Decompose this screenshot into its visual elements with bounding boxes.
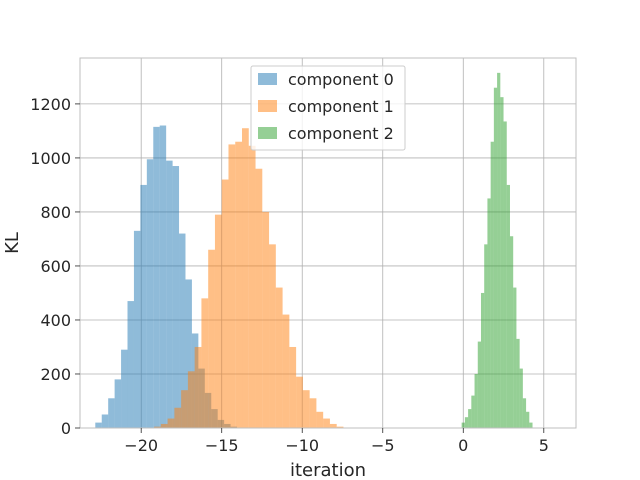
histogram-bar — [309, 398, 317, 428]
histogram-bar — [519, 368, 523, 428]
histogram-bar — [153, 126, 160, 428]
histogram-bar — [500, 97, 504, 428]
x-tick-label: −10 — [285, 436, 319, 455]
histogram-bar — [159, 125, 167, 428]
histogram-bar — [140, 184, 147, 428]
histogram-bar — [513, 287, 517, 428]
histogram-bar — [133, 230, 141, 428]
legend-frame — [250, 65, 406, 151]
series-component-2 — [461, 72, 533, 429]
histogram-bar — [262, 211, 270, 428]
histogram-bar — [235, 141, 243, 428]
histogram-bar — [509, 236, 514, 428]
histogram-bar — [194, 346, 202, 428]
y-tick-label: 800 — [40, 203, 71, 222]
histogram-bar — [95, 422, 102, 428]
y-tick-label: 600 — [40, 257, 71, 276]
histogram-bar — [108, 398, 115, 428]
histogram-bar — [214, 214, 222, 428]
x-tick-label: −15 — [205, 436, 239, 455]
y-tick-label: 0 — [61, 419, 71, 438]
histogram-bar — [248, 145, 256, 428]
histogram-bar — [255, 168, 263, 428]
legend-label-component-0: component 0 — [288, 70, 394, 89]
x-tick-label: −20 — [124, 436, 158, 455]
histogram-bar — [503, 121, 507, 428]
histogram-bar — [181, 390, 188, 428]
series-component-1 — [154, 128, 344, 429]
histogram-bar — [228, 144, 236, 429]
histogram-bar — [487, 198, 491, 428]
histogram-bar — [146, 159, 154, 428]
plot-frame — [79, 57, 577, 429]
histogram-bar — [269, 244, 276, 428]
histogram-bar — [208, 249, 215, 428]
y-axis-label: KL — [2, 232, 23, 254]
legend-swatch-component-0 — [258, 73, 277, 85]
y-axis-ticks: 0 200 400 600 800 1000 1200 — [30, 95, 80, 438]
x-axis-ticks: −20 −15 −10 −5 0 5 — [124, 428, 549, 455]
histogram-bar — [160, 423, 168, 428]
histogram-bar — [474, 373, 478, 428]
histogram-bar — [522, 398, 527, 428]
legend-label-component-2: component 2 — [288, 124, 394, 143]
histogram-bar — [296, 376, 303, 428]
histogram-bar — [336, 426, 344, 428]
histogram-bar — [506, 184, 510, 428]
histogram-bar — [516, 338, 520, 428]
histogram-bar — [242, 128, 249, 428]
histogram-bar — [127, 301, 134, 428]
histogram-bar — [174, 407, 182, 428]
histogram-bar — [275, 287, 283, 428]
y-tick-label: 1000 — [30, 149, 71, 168]
histogram-bar — [484, 244, 488, 428]
histogram-bar — [493, 87, 498, 428]
histogram-bar — [329, 423, 337, 428]
histogram-bar — [464, 417, 469, 428]
histogram-bar — [121, 349, 128, 428]
y-tick-label: 200 — [40, 365, 71, 384]
histogram-bar — [166, 160, 173, 428]
histogram-bar — [526, 411, 530, 428]
histogram-bar — [154, 426, 161, 428]
x-tick-label: −5 — [371, 436, 395, 455]
x-axis-label: iteration — [290, 460, 366, 480]
histogram-bars — [95, 72, 533, 429]
legend-swatch-component-1 — [258, 100, 277, 112]
histogram-bar — [497, 72, 501, 429]
histogram-bar — [114, 379, 122, 428]
y-tick-label: 400 — [40, 311, 71, 330]
histogram-bar — [289, 346, 297, 428]
legend-label-component-1: component 1 — [288, 97, 394, 116]
histogram-bar — [477, 341, 481, 428]
histogram-bar — [468, 409, 472, 428]
legend: component 0 component 1 component 2 — [250, 65, 406, 151]
histogram-bar — [316, 411, 324, 428]
histogram-bar — [471, 395, 475, 428]
histogram-bar — [490, 141, 494, 428]
histogram-bar — [282, 314, 290, 428]
y-tick-label: 1200 — [30, 95, 71, 114]
x-tick-label: 5 — [539, 436, 549, 455]
histogram-bar — [101, 414, 109, 428]
histogram-bar — [172, 166, 180, 429]
histogram-bar — [187, 371, 195, 428]
histogram-bar — [323, 418, 330, 428]
histogram-bar — [167, 418, 175, 428]
histogram-bar — [480, 292, 485, 428]
histogram-bar — [201, 298, 209, 428]
histogram-bar — [179, 233, 186, 428]
histogram-bar — [185, 279, 192, 428]
histogram-bar — [461, 422, 465, 428]
x-tick-label: 0 — [458, 436, 468, 455]
histogram-bar — [302, 390, 310, 428]
histogram-bar — [529, 422, 533, 428]
histogram-bar — [221, 179, 229, 428]
legend-swatch-component-2 — [258, 127, 277, 139]
